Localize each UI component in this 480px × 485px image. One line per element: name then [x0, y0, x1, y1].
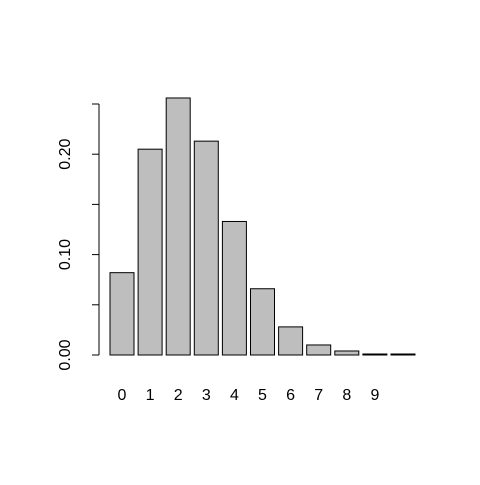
x-tick-label: 4: [230, 387, 239, 404]
bars-group: [109, 97, 416, 356]
bar-7: [306, 344, 332, 356]
bar-1: [137, 148, 163, 356]
x-tick-label: 9: [370, 387, 379, 404]
bar-6: [278, 326, 304, 356]
bar-5: [250, 288, 275, 356]
x-tick-label: 5: [258, 387, 267, 404]
bar-0: [109, 272, 135, 356]
bar-2: [165, 97, 191, 356]
bar-4: [221, 220, 247, 356]
y-tick-label: 0.00: [57, 339, 74, 370]
x-tick-label: 2: [174, 387, 183, 404]
x-tick-label: 3: [202, 387, 211, 404]
y-tick-label: 0.20: [57, 139, 74, 170]
y-tick-label: 0.10: [57, 239, 74, 270]
bar-9: [362, 353, 388, 356]
x-tick-label: 8: [342, 387, 351, 404]
x-tick-label: 1: [146, 387, 155, 404]
x-tick-labels: 0 1 2 3 4 5 6 7 8 9: [118, 387, 380, 404]
x-tick-label: 0: [118, 387, 127, 404]
x-tick-label: 6: [286, 387, 295, 404]
bar-3: [193, 140, 219, 356]
x-tick-label: 7: [314, 387, 323, 404]
y-axis: 0.00 0.10 0.20: [57, 103, 100, 371]
bar-8: [334, 350, 360, 356]
bar-index-10: [390, 353, 416, 356]
